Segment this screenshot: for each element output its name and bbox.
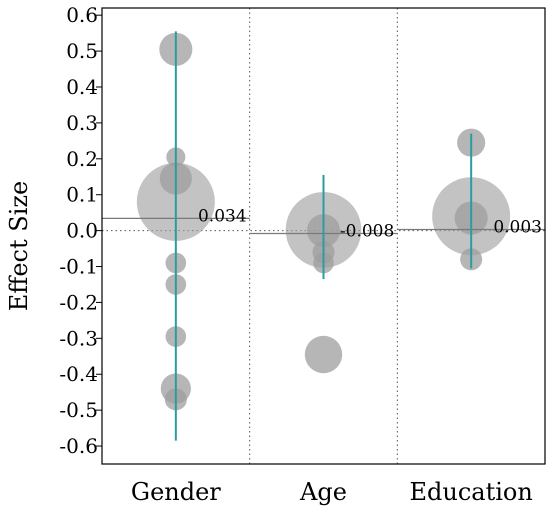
mean-value-label: -0.008 [340, 221, 394, 241]
y-tick-label: 0.6 [66, 3, 98, 27]
category-label: Gender [131, 478, 221, 506]
y-tick-label: -0.2 [59, 290, 98, 314]
labels: 0.6 0.5 0.4 0.3 0.2 0.1 0.0 -0.1 -0.2 -0.3 -0.4 -0.… [59, 3, 546, 506]
interval-and-mean-lines [102, 31, 545, 441]
mean-value-label: 0.003 [493, 218, 542, 238]
y-tick-label: -0.5 [59, 398, 98, 422]
mean-value-label: 0.034 [198, 206, 247, 226]
y-tick-label: -0.6 [59, 434, 98, 458]
y-tick-label: 0.4 [66, 75, 98, 99]
y-tick-label: 0.3 [66, 111, 98, 135]
plot-frame [101, 7, 546, 465]
study-effect-point [304, 335, 343, 374]
y-tick-label: 0.2 [66, 147, 98, 171]
y-tick-label: 0.1 [66, 183, 98, 207]
y-tick-label: -0.3 [59, 326, 98, 350]
category-label: Age [299, 478, 347, 506]
y-tick-label: -0.4 [59, 362, 98, 386]
y-tick-label: 0.0 [66, 219, 98, 243]
y-tick-label: -0.1 [59, 255, 98, 279]
category-label: Education [410, 478, 533, 506]
y-axis-label: Effect Size [5, 181, 33, 311]
y-tick-label: 0.5 [66, 39, 98, 63]
